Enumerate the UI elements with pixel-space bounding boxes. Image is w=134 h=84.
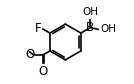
Text: OH: OH: [100, 24, 116, 34]
Text: O: O: [38, 65, 47, 78]
Text: B: B: [86, 21, 94, 34]
Text: O: O: [25, 48, 35, 61]
Text: OH: OH: [82, 7, 98, 17]
Text: F: F: [35, 22, 42, 35]
